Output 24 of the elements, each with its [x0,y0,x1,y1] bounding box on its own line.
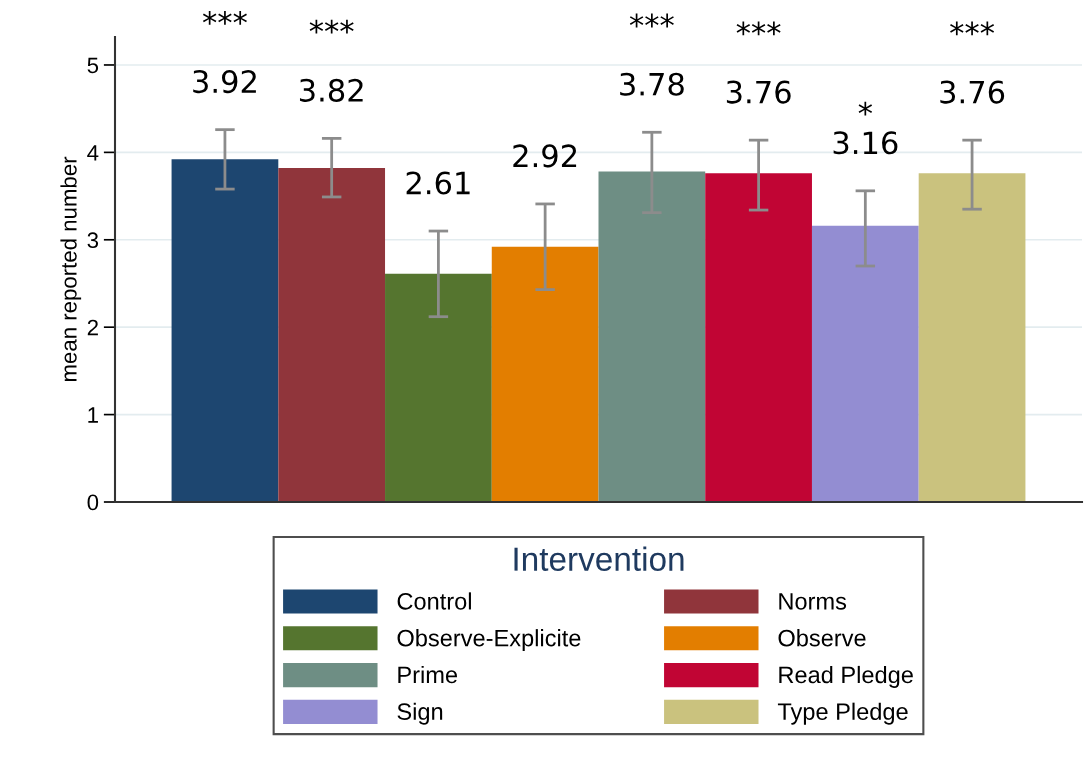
text: *** 3.78 [620,13,684,96]
legend-label: Observe [778,629,866,647]
legend-label: Norms [779,593,847,610]
data-label: 2.92 [513,144,577,168]
text: *** 3.92 [193,10,256,94]
legend-label: Read Pledge [779,665,913,688]
legend-title: Intervention [514,546,684,571]
legend-label: Observe-Explicite [397,629,581,652]
y-tick-label: 2 [87,319,98,336]
y-tick-label: 3 [87,232,99,249]
data-label: 2.61 [406,171,470,195]
y-tick-label: 4 [87,145,99,161]
legend-label: Sign [397,702,443,725]
y-axis-title: mean reported number [60,156,82,382]
legend-label: Control [397,592,471,610]
legend-label: Type Pledge [777,702,908,725]
y-tick-label: 1 [88,407,98,423]
y-tick-label: 5 [87,57,99,74]
y-tick-label: 0 [87,494,99,511]
legend-label: Prime [398,665,458,684]
data-label: * 3.16 [833,101,898,155]
text: *** 3.76 [726,21,791,104]
text: *** 3.76 [940,21,1005,104]
text: *** 3.82 [299,19,363,102]
